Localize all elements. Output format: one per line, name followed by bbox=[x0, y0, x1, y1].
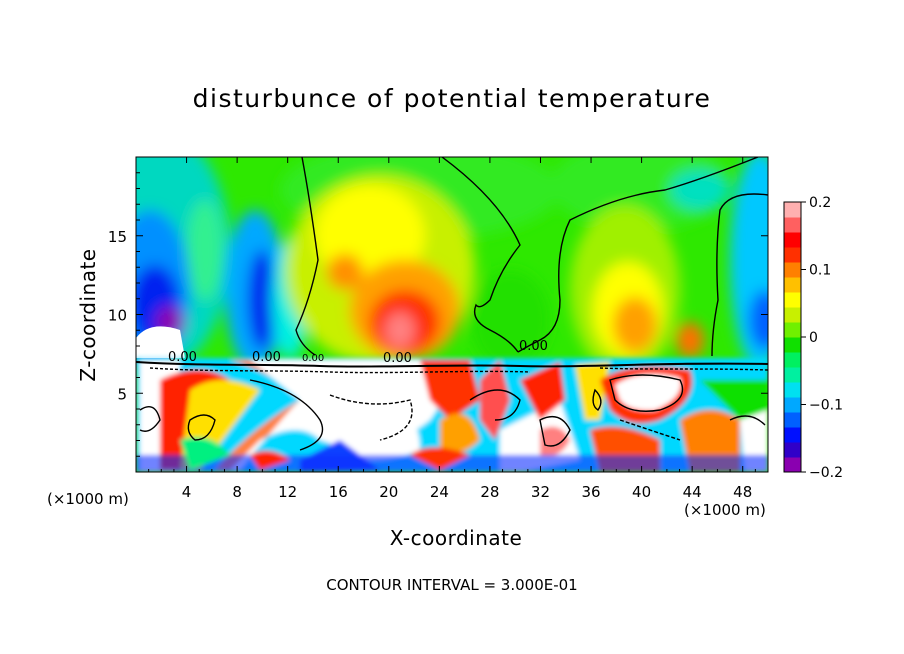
colorbar-swatch bbox=[784, 202, 801, 218]
colorbar-swatch bbox=[784, 442, 801, 458]
x-axis: 4 8 12 16 20 24 28 32 36 40 44 48 bbox=[148, 157, 756, 501]
x-tick-label: 8 bbox=[232, 483, 242, 501]
colorbar-swatch bbox=[784, 337, 801, 353]
x-unit-left: (×1000 m) bbox=[47, 490, 129, 508]
colorbar-swatch bbox=[784, 277, 801, 293]
lower-field bbox=[136, 358, 768, 472]
colorbar-tick-label: 0.2 bbox=[809, 195, 831, 211]
x-tick-label: 44 bbox=[683, 483, 702, 501]
colorbar-swatch bbox=[784, 367, 801, 383]
colorbar-swatch bbox=[784, 247, 801, 263]
contour-label: 0.00 bbox=[168, 350, 197, 365]
field-heatmap bbox=[136, 157, 768, 472]
contour-label-group: 0.00 0.00 0.00 0.00 0.00 bbox=[168, 339, 548, 366]
y-tick-label: 15 bbox=[108, 228, 127, 246]
colorbar-swatch bbox=[784, 412, 801, 428]
colorbar-swatch bbox=[784, 292, 801, 308]
x-tick-label: 36 bbox=[581, 483, 600, 501]
y-axis-label: Z-coordinate bbox=[76, 248, 100, 382]
x-tick-label: 24 bbox=[430, 483, 449, 501]
x-tick-label: 16 bbox=[329, 483, 348, 501]
x-tick-label: 48 bbox=[733, 483, 752, 501]
chart-title: disturbunce of potential temperature bbox=[192, 84, 712, 113]
contour-label: 0.00 bbox=[519, 339, 548, 354]
contour-zero-mid-left bbox=[441, 157, 521, 353]
x-tick-label: 4 bbox=[182, 483, 192, 501]
colorbar-swatch bbox=[784, 232, 801, 248]
colorbar-swatch bbox=[784, 397, 801, 413]
colorbar-swatch bbox=[784, 217, 801, 233]
y-tick-label: 5 bbox=[117, 385, 127, 403]
contour-label: 0.00 bbox=[383, 351, 412, 366]
contour-zero-mid-right bbox=[517, 157, 759, 353]
y-tick-label: 10 bbox=[108, 307, 127, 325]
colorbar-swatch bbox=[784, 382, 801, 398]
contour-zero-left bbox=[295, 157, 319, 356]
colorbar-tick-label: −0.1 bbox=[809, 398, 843, 414]
colorbar-tick-label: −0.2 bbox=[809, 465, 843, 481]
x-tick-label: 28 bbox=[480, 483, 499, 501]
colorbar-swatch bbox=[784, 352, 801, 368]
colorbar: 0.2 0.1 0 −0.1 −0.2 bbox=[783, 195, 843, 481]
colorbar-swatch bbox=[784, 457, 801, 473]
contour-label: 0.00 bbox=[252, 350, 281, 365]
x-tick-label: 40 bbox=[632, 483, 651, 501]
colorbar-swatch bbox=[784, 427, 801, 443]
contour-lines bbox=[136, 157, 768, 451]
contour-label: 0.00 bbox=[302, 353, 324, 364]
colorbar-tick-label: 0.1 bbox=[809, 263, 831, 279]
colorbar-tick-label: 0 bbox=[809, 330, 818, 346]
contour-interval-note: CONTOUR INTERVAL = 3.000E-01 bbox=[326, 576, 578, 594]
x-tick-label: 20 bbox=[379, 483, 398, 501]
y-axis: 5 10 15 bbox=[108, 172, 768, 457]
contour-zero-right bbox=[711, 193, 768, 357]
white-region-left bbox=[136, 326, 185, 358]
x-axis-label: X-coordinate bbox=[389, 526, 523, 550]
colorbar-swatch bbox=[784, 307, 801, 323]
x-tick-label: 12 bbox=[278, 483, 297, 501]
colorbar-swatch bbox=[784, 322, 801, 338]
colorbar-swatch bbox=[784, 262, 801, 278]
x-tick-label: 32 bbox=[531, 483, 550, 501]
x-unit-right: (×1000 m) bbox=[684, 501, 766, 519]
